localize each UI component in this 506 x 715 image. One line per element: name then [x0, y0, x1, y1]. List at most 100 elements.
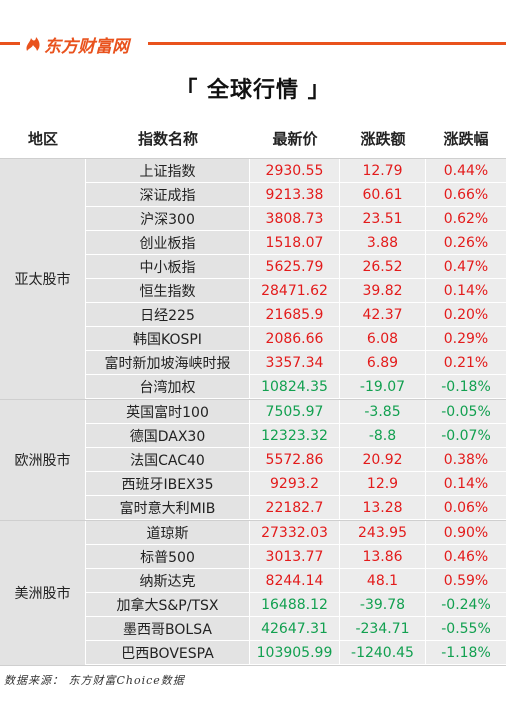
brand-name: 东方财富网: [44, 36, 129, 57]
header-region: 地区: [27, 129, 58, 148]
index-name-cell: 标普500: [86, 545, 250, 568]
index-name-cell: 沪深300: [86, 207, 250, 230]
index-name-cell: 巴西BOVESPA: [86, 641, 250, 664]
market-table: 地区 指数名称 最新价 涨跌额 涨跌幅 亚太股市 上证指数 2930.55 12.79…: [0, 118, 506, 666]
index-name-cell: 富时意大利MIB: [86, 496, 250, 519]
table-row: 沪深300 3808.73 23.51 0.62%: [86, 207, 506, 231]
index-name-cell: 西班牙IBEX35: [86, 472, 250, 495]
table-row: 上证指数 2930.55 12.79 0.44%: [86, 159, 506, 183]
change-pct-cell: 0.14%: [426, 279, 506, 302]
header-change-pct: 涨跌幅: [443, 129, 489, 148]
table-header: 地区 指数名称 最新价 涨跌额 涨跌幅: [0, 118, 506, 159]
region-group: 美洲股市 道琼斯 27332.03 243.95 0.90% 标普500 3013.77 13…: [0, 521, 506, 666]
change-cell: 6.08: [340, 327, 426, 350]
latest-price-cell: 2930.55: [250, 159, 340, 182]
index-name-cell: 纳斯达克: [86, 569, 250, 592]
change-cell: 12.9: [340, 472, 426, 495]
table-row: 韩国KOSPI 2086.66 6.08 0.29%: [86, 327, 506, 351]
latest-price-cell: 42647.31: [250, 617, 340, 640]
change-pct-cell: -0.05%: [426, 400, 506, 423]
index-name-cell: 加拿大S&P/TSX: [86, 593, 250, 616]
change-pct-cell: 0.62%: [426, 207, 506, 230]
change-cell: 48.1: [340, 569, 426, 592]
latest-price-cell: 5572.86: [250, 448, 340, 471]
index-name-cell: 富时新加坡海峡时报: [86, 351, 250, 374]
table-body: 亚太股市 上证指数 2930.55 12.79 0.44% 深证成指 9213.38 60.6…: [0, 159, 506, 666]
index-name-cell: 中小板指: [86, 255, 250, 278]
change-cell: -1240.45: [340, 641, 426, 664]
table-row: 标普500 3013.77 13.86 0.46%: [86, 545, 506, 569]
header-index-name: 指数名称: [137, 129, 198, 148]
table-row: 法国CAC40 5572.86 20.92 0.38%: [86, 448, 506, 472]
index-name-cell: 上证指数: [86, 159, 250, 182]
change-pct-cell: 0.26%: [426, 231, 506, 254]
change-cell: 3.88: [340, 231, 426, 254]
latest-price-cell: 9213.38: [250, 183, 340, 206]
change-pct-cell: 0.06%: [426, 496, 506, 519]
latest-price-cell: 21685.9: [250, 303, 340, 326]
change-pct-cell: 0.66%: [426, 183, 506, 206]
index-name-cell: 法国CAC40: [86, 448, 250, 471]
table-row: 加拿大S&P/TSX 16488.12 -39.78 -0.24%: [86, 593, 506, 617]
change-pct-cell: 0.20%: [426, 303, 506, 326]
table-row: 恒生指数 28471.62 39.82 0.14%: [86, 279, 506, 303]
region-label: 欧洲股市: [0, 400, 86, 520]
latest-price-cell: 12323.32: [250, 424, 340, 447]
latest-price-cell: 7505.97: [250, 400, 340, 423]
latest-price-cell: 103905.99: [250, 641, 340, 664]
header-change: 涨跌额: [360, 129, 406, 148]
table-row: 富时新加坡海峡时报 3357.34 6.89 0.21%: [86, 351, 506, 375]
change-cell: -19.07: [340, 375, 426, 398]
index-name-cell: 创业板指: [86, 231, 250, 254]
latest-price-cell: 3357.34: [250, 351, 340, 374]
change-pct-cell: 0.44%: [426, 159, 506, 182]
latest-price-cell: 3013.77: [250, 545, 340, 568]
table-row: 中小板指 5625.79 26.52 0.47%: [86, 255, 506, 279]
brand-header: 东方财富网: [0, 28, 506, 58]
change-cell: 12.79: [340, 159, 426, 182]
region-label: 亚太股市: [0, 159, 86, 399]
table-row: 墨西哥BOLSA 42647.31 -234.71 -0.55%: [86, 617, 506, 641]
change-cell: 13.86: [340, 545, 426, 568]
index-name-cell: 韩国KOSPI: [86, 327, 250, 350]
change-pct-cell: 0.14%: [426, 472, 506, 495]
change-cell: 42.37: [340, 303, 426, 326]
region-label: 美洲股市: [0, 521, 86, 665]
change-cell: 13.28: [340, 496, 426, 519]
region-rows: 上证指数 2930.55 12.79 0.44% 深证成指 9213.38 60.61 0.6…: [86, 159, 506, 399]
table-row: 创业板指 1518.07 3.88 0.26%: [86, 231, 506, 255]
table-row: 台湾加权 10824.35 -19.07 -0.18%: [86, 375, 506, 399]
change-pct-cell: -0.18%: [426, 375, 506, 398]
index-name-cell: 深证成指: [86, 183, 250, 206]
change-pct-cell: 0.29%: [426, 327, 506, 350]
latest-price-cell: 28471.62: [250, 279, 340, 302]
latest-price-cell: 8244.14: [250, 569, 340, 592]
table-row: 德国DAX30 12323.32 -8.8 -0.07%: [86, 424, 506, 448]
page-title: 「 全球行情 」: [175, 78, 331, 103]
latest-price-cell: 1518.07: [250, 231, 340, 254]
latest-price-cell: 2086.66: [250, 327, 340, 350]
region-group: 欧洲股市 英国富时100 7505.97 -3.85 -0.05% 德国DAX30 1232…: [0, 400, 506, 521]
brand-logo: 东方财富网: [24, 31, 129, 57]
header-latest-price: 最新价: [272, 129, 318, 148]
latest-price-cell: 22182.7: [250, 496, 340, 519]
change-pct-cell: 0.38%: [426, 448, 506, 471]
change-cell: -8.8: [340, 424, 426, 447]
table-row: 英国富时100 7505.97 -3.85 -0.05%: [86, 400, 506, 424]
change-cell: 23.51: [340, 207, 426, 230]
table-row: 纳斯达克 8244.14 48.1 0.59%: [86, 569, 506, 593]
change-pct-cell: 0.90%: [426, 521, 506, 544]
region-rows: 英国富时100 7505.97 -3.85 -0.05% 德国DAX30 12323.32…: [86, 400, 506, 520]
change-cell: 6.89: [340, 351, 426, 374]
data-source-note: 数据来源： 东方财富Choice数据: [4, 674, 185, 687]
brand-divider-left: [0, 42, 20, 45]
table-row: 西班牙IBEX35 9293.2 12.9 0.14%: [86, 472, 506, 496]
change-cell: 26.52: [340, 255, 426, 278]
change-cell: -234.71: [340, 617, 426, 640]
table-row: 深证成指 9213.38 60.61 0.66%: [86, 183, 506, 207]
change-pct-cell: 0.21%: [426, 351, 506, 374]
change-cell: 20.92: [340, 448, 426, 471]
index-name-cell: 英国富时100: [86, 400, 250, 423]
region-group: 亚太股市 上证指数 2930.55 12.79 0.44% 深证成指 9213.38 60.6…: [0, 159, 506, 400]
region-rows: 道琼斯 27332.03 243.95 0.90% 标普500 3013.77 13.86 0…: [86, 521, 506, 665]
